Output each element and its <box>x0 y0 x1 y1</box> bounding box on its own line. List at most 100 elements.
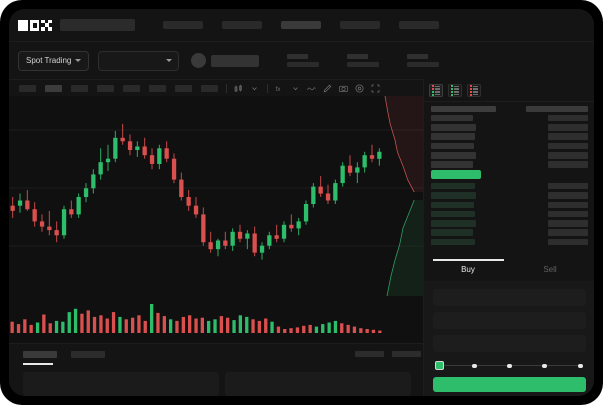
orderbook-qty-cell <box>431 182 475 190</box>
fullscreen-icon[interactable] <box>371 84 380 93</box>
orderbook-price-cell <box>548 142 588 150</box>
percent-slider-stop-50[interactable] <box>507 363 512 368</box>
orderbook-price-cell <box>548 133 588 140</box>
timeframe-button-5[interactable] <box>123 84 140 92</box>
chevron-down-icon <box>166 59 173 62</box>
orderbook-bid-row[interactable] <box>424 219 594 228</box>
market-type-label: Spot Trading <box>26 56 72 65</box>
orderbook-ask-row[interactable] <box>424 113 594 122</box>
orderbook-bid-row[interactable] <box>424 237 594 246</box>
ticker-stat-label <box>347 54 369 59</box>
settings-icon[interactable] <box>355 84 364 93</box>
percent-slider-stop-75[interactable] <box>542 363 547 368</box>
order-amount-field[interactable] <box>433 312 586 329</box>
orderbook-qty-cell <box>431 229 473 236</box>
order-price-field[interactable] <box>433 289 586 306</box>
indicators-icon[interactable]: fx <box>275 84 284 93</box>
timeframe-button-3[interactable] <box>71 84 88 92</box>
orders-tab-2[interactable] <box>71 351 105 358</box>
orderbook-mode-bids[interactable] <box>448 84 462 97</box>
orderbook-spread-price <box>431 170 481 180</box>
tab-buy[interactable]: Buy <box>461 265 475 274</box>
last-price-value <box>211 54 260 67</box>
percent-slider-stop-100[interactable] <box>578 363 583 368</box>
search-input[interactable] <box>60 19 135 31</box>
orderbook-bid-row[interactable] <box>424 200 594 209</box>
orderbook-ask-row[interactable] <box>424 141 594 150</box>
nav-item-3[interactable] <box>281 21 321 29</box>
percent-slider-stop-25[interactable] <box>472 363 477 368</box>
orders-action-1[interactable] <box>355 351 384 357</box>
ticker-stat-label <box>287 54 309 59</box>
trading-pair-select[interactable] <box>98 50 180 71</box>
tab-sell[interactable]: Sell <box>543 265 557 274</box>
orderbook-bid-row[interactable] <box>424 181 594 190</box>
orderbook-price-cell <box>548 220 588 227</box>
depth-chart-svg <box>384 96 423 296</box>
candlestick-chart[interactable] <box>9 96 423 296</box>
timeframe-button-7[interactable] <box>175 84 192 92</box>
orderbook-price-cell <box>548 182 588 190</box>
orderbook-price-cell <box>548 152 588 159</box>
orderbook-qty-cell <box>431 114 473 122</box>
orderbook-price-cell <box>548 210 588 218</box>
timeframe-button-6[interactable] <box>149 84 166 92</box>
okx-logo[interactable] <box>18 19 52 31</box>
buy-submit-button[interactable] <box>433 377 586 392</box>
orderbook-mode-asks[interactable] <box>467 84 481 97</box>
orderbook-ask-row[interactable] <box>424 151 594 160</box>
timeframe-button-8[interactable] <box>201 84 218 92</box>
market-type-dropdown[interactable]: Spot Trading <box>18 50 90 71</box>
orderbook-qty-cell <box>431 105 496 112</box>
orderbook-qty-cell <box>431 142 474 150</box>
orderbook-qty-cell <box>431 220 476 227</box>
nav-item-2[interactable] <box>222 21 262 29</box>
nav-item-4[interactable] <box>340 21 380 29</box>
orderbook-qty-cell <box>431 210 475 218</box>
orderbook-price-cell <box>548 192 588 199</box>
orderbook-mode-both[interactable] <box>429 84 443 97</box>
orderbook-ask-row[interactable] <box>424 123 594 132</box>
chevron-down-icon[interactable] <box>250 84 259 93</box>
chevron-down-icon <box>75 59 82 62</box>
line-chart-icon[interactable] <box>307 84 316 93</box>
orderbook-bid-row[interactable] <box>424 191 594 200</box>
device-screen: Spot Trading <box>9 9 594 396</box>
percent-slider[interactable] <box>435 361 584 370</box>
toolbar-divider <box>267 83 268 93</box>
orderbook-bid-row[interactable] <box>424 228 594 237</box>
nav-item-1[interactable] <box>163 21 203 29</box>
orderbook-price-cell <box>548 229 588 236</box>
nav-item-5[interactable] <box>399 21 439 29</box>
orderbook-qty-cell <box>431 133 475 140</box>
orderbook-list[interactable] <box>424 102 594 264</box>
orderbook-price-cell <box>548 124 588 131</box>
candlestick-chart-icon[interactable] <box>234 84 243 93</box>
trade-side-tabs: Buy Sell <box>424 259 594 281</box>
orderbook-qty-cell <box>431 201 474 208</box>
orderbook-mode-toggle <box>429 84 481 97</box>
orders-tab-1[interactable] <box>23 351 57 358</box>
ticker-stat-1 <box>287 54 320 67</box>
orders-content-box-1 <box>23 372 219 396</box>
orderbook-ask-row[interactable] <box>424 104 594 113</box>
orders-panel <box>9 343 423 396</box>
percent-slider-handle[interactable] <box>435 361 444 370</box>
svg-text:fx: fx <box>276 86 282 93</box>
orderbook-bid-row[interactable] <box>424 209 594 218</box>
pencil-icon[interactable] <box>323 84 332 93</box>
chevron-down-icon[interactable] <box>291 84 300 93</box>
candle-series <box>10 123 382 260</box>
orderbook-ask-row[interactable] <box>424 132 594 141</box>
ticker-stat-label <box>407 54 429 59</box>
orderbook-ask-row[interactable] <box>424 160 594 169</box>
timeframe-button-4[interactable] <box>97 84 114 92</box>
timeframe-button-2[interactable] <box>45 84 62 92</box>
ticker-stat-value <box>287 62 320 67</box>
orders-action-2[interactable] <box>392 351 421 357</box>
ticker-stat-2 <box>347 54 380 67</box>
camera-icon[interactable] <box>339 84 348 93</box>
order-total-field[interactable] <box>433 335 586 352</box>
timeframe-button-1[interactable] <box>19 84 36 92</box>
order-entry-form <box>424 281 594 396</box>
